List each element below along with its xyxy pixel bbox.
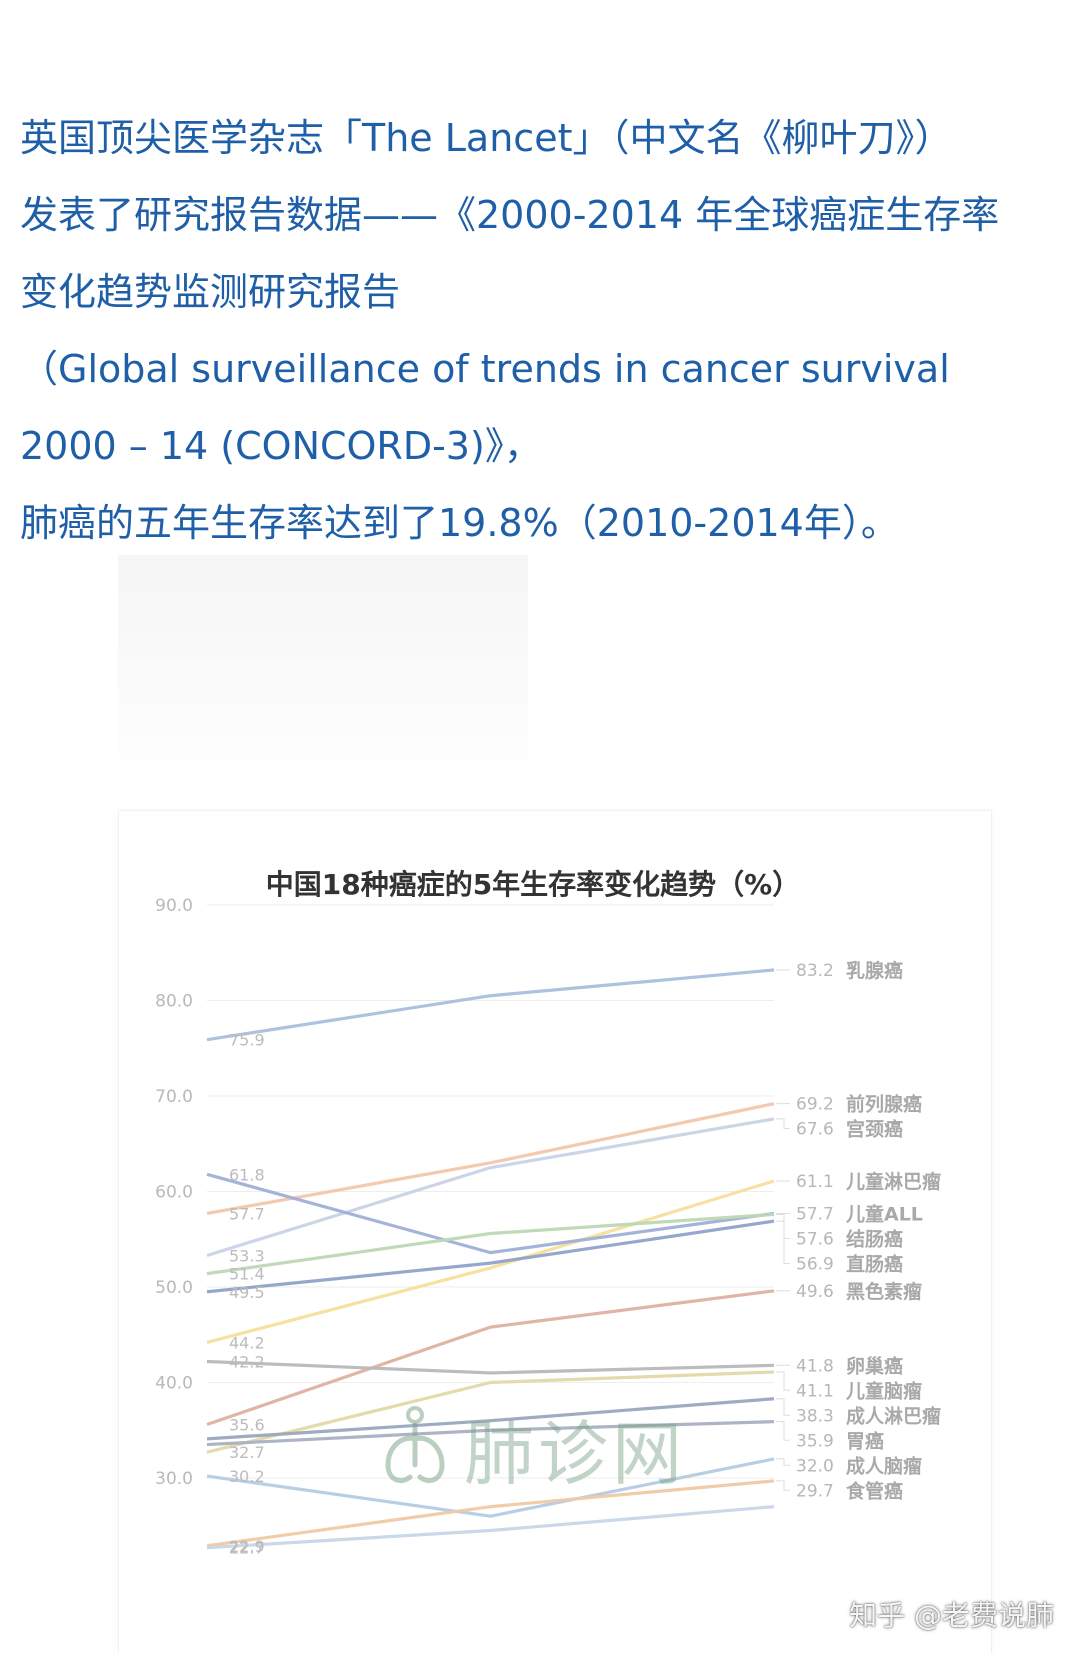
article-line: 发表了研究报告数据——《2000-2014 年全球癌症生存率 bbox=[20, 193, 1000, 237]
series-line bbox=[206, 1219, 775, 1294]
start-value-label: 32.7 bbox=[229, 1443, 265, 1462]
chart-title: 中国18种癌症的5年生存率变化趋势（%） bbox=[265, 868, 801, 901]
label-leader-line bbox=[776, 1458, 790, 1466]
start-value-label: 53.3 bbox=[229, 1246, 265, 1265]
start-value-label: 61.8 bbox=[229, 1165, 265, 1184]
label-leader-line bbox=[776, 1398, 790, 1416]
end-value-label: 67.6 bbox=[796, 1120, 834, 1140]
article-line: 肺癌的五年生存率达到了19.8%（2010-2014年）。 bbox=[20, 501, 899, 545]
end-value-label: 83.2 bbox=[796, 961, 834, 981]
series-line bbox=[206, 1212, 775, 1276]
series-line bbox=[206, 1102, 775, 1216]
y-tick-label: 30.0 bbox=[155, 1469, 193, 1489]
series-line bbox=[206, 968, 775, 1042]
series-name-label: 成人淋巴瘤 bbox=[846, 1404, 941, 1427]
series-line bbox=[206, 1359, 775, 1375]
end-value-label: 61.1 bbox=[796, 1172, 834, 1192]
start-value-label: 44.2 bbox=[229, 1333, 265, 1352]
end-value-label: 32.0 bbox=[796, 1456, 834, 1476]
article-line: 2000 – 14 (CONCORD-3)》， bbox=[20, 424, 542, 468]
article-line: 变化趋势监测研究报告 bbox=[20, 270, 401, 314]
series-line bbox=[206, 1289, 775, 1427]
series-name-label: 儿童ALL bbox=[845, 1202, 923, 1225]
series-name-label: 儿童淋巴瘤 bbox=[845, 1170, 941, 1193]
watermark-text: 肺诊网 bbox=[464, 1413, 686, 1495]
series-line bbox=[206, 1117, 775, 1258]
y-tick-label: 60.0 bbox=[155, 1183, 193, 1203]
y-tick-label: 80.0 bbox=[155, 992, 193, 1012]
end-value-label: 41.1 bbox=[796, 1381, 834, 1401]
series-name-label: 成人脑瘤 bbox=[846, 1454, 922, 1477]
label-leader-line bbox=[776, 1371, 790, 1391]
start-value-label: 22.7 bbox=[229, 1539, 265, 1558]
faded-image-region bbox=[118, 555, 528, 795]
series-line bbox=[206, 1370, 775, 1454]
author-credit: 知乎 @老费说肺 bbox=[849, 1599, 1054, 1632]
start-value-label: 35.6 bbox=[229, 1416, 265, 1435]
end-value-label: 41.8 bbox=[796, 1356, 834, 1376]
series-name-label: 儿童脑瘤 bbox=[845, 1379, 922, 1402]
series-name-label: 宫颈癌 bbox=[846, 1118, 903, 1141]
start-value-label: 30.2 bbox=[229, 1467, 265, 1486]
end-value-label: 56.9 bbox=[796, 1254, 834, 1274]
start-value-label: 51.4 bbox=[229, 1265, 265, 1284]
line-chart: 90.0 80.0 70.0 60.0 50.0 40.0 30.0 75.9 57.7 53.3… bbox=[155, 896, 941, 1558]
chart-card: 中国18种癌症的5年生存率变化趋势（%） 90.0 80.0 70.0 60.0 50.… bbox=[118, 810, 992, 1653]
start-value-label: 57.7 bbox=[229, 1204, 265, 1223]
y-tick-label: 90.0 bbox=[155, 896, 193, 916]
start-value-label: 42.2 bbox=[229, 1352, 265, 1371]
series-line bbox=[206, 1505, 775, 1550]
end-value-label: 35.9 bbox=[796, 1431, 834, 1451]
series-name-label: 结肠癌 bbox=[846, 1227, 903, 1250]
end-value-label: 29.7 bbox=[796, 1481, 834, 1501]
series-name-label: 卵巢癌 bbox=[846, 1354, 903, 1377]
series-name-label: 食管癌 bbox=[846, 1479, 903, 1502]
end-value-label: 57.6 bbox=[796, 1229, 834, 1249]
series-line bbox=[206, 1179, 775, 1344]
series-name-label: 黑色素瘤 bbox=[846, 1280, 922, 1303]
series-line bbox=[206, 1397, 775, 1441]
series-name-label: 乳腺癌 bbox=[846, 959, 903, 982]
article-line: （Global surveillance of trends in cancer… bbox=[20, 347, 950, 391]
y-tick-label: 50.0 bbox=[155, 1278, 193, 1298]
series-name-label: 前列腺癌 bbox=[846, 1093, 922, 1116]
y-tick-label: 40.0 bbox=[155, 1374, 193, 1394]
series-line bbox=[206, 1457, 775, 1518]
end-value-label: 69.2 bbox=[796, 1095, 834, 1115]
label-leader-line bbox=[776, 1213, 790, 1239]
series-line bbox=[206, 1420, 775, 1447]
label-leader-line bbox=[776, 1220, 790, 1264]
article-line: 英国顶尖医学杂志「The Lancet」（中文名《柳叶刀》） bbox=[20, 116, 953, 160]
article-text: 英国顶尖医学杂志「The Lancet」（中文名《柳叶刀》） 发表了研究报告数据… bbox=[20, 100, 1070, 562]
series-name-label: 直肠癌 bbox=[846, 1252, 903, 1275]
series-line bbox=[206, 1479, 775, 1548]
lung-logo-icon bbox=[385, 1405, 445, 1483]
end-value-label: 57.7 bbox=[796, 1204, 834, 1224]
start-value-label: 49.5 bbox=[229, 1283, 265, 1302]
series-name-label: 胃癌 bbox=[846, 1429, 884, 1452]
start-value-label: 22.9 bbox=[229, 1537, 265, 1556]
site-watermark: 肺诊网 bbox=[380, 1398, 686, 1499]
label-leader-line bbox=[776, 1480, 790, 1491]
y-tick-label: 70.0 bbox=[155, 1087, 193, 1107]
end-value-label: 38.3 bbox=[796, 1406, 834, 1426]
label-leader-line bbox=[776, 1421, 790, 1441]
start-value-label: 75.9 bbox=[229, 1031, 265, 1050]
label-leader-line bbox=[776, 1118, 790, 1130]
end-value-label: 49.6 bbox=[796, 1282, 834, 1302]
series-line bbox=[206, 1172, 775, 1255]
